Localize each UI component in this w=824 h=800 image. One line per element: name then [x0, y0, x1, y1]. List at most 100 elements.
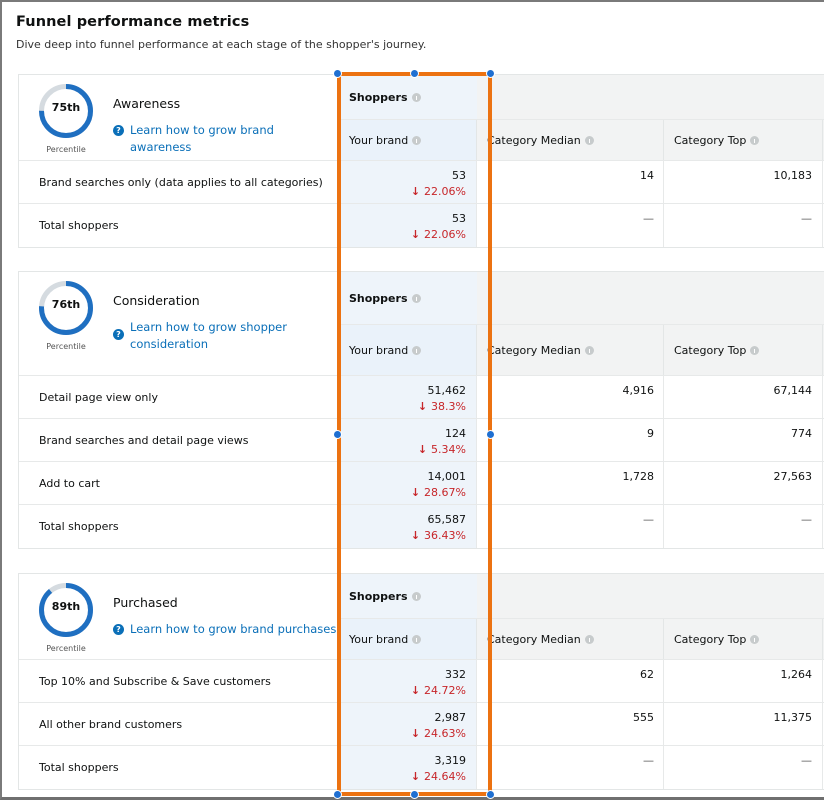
row-label: Brand searches and detail page views [39, 433, 249, 447]
resize-handle-top-left[interactable] [333, 69, 342, 78]
table-row: Brand searches and detail page views 124… [19, 419, 824, 462]
category-median-header[interactable]: Category Median [477, 120, 664, 160]
row-label: Add to cart [39, 476, 100, 490]
info-icon[interactable] [411, 293, 421, 303]
category-top-cell: — [664, 505, 823, 548]
category-top-header[interactable]: Category Top [664, 325, 823, 375]
info-icon[interactable] [584, 634, 594, 644]
info-icon[interactable] [750, 634, 760, 644]
resize-handle-left[interactable] [333, 430, 342, 439]
awareness-column-headers: Shoppers Your brand Category Median Cate… [337, 75, 824, 160]
info-icon[interactable] [584, 345, 594, 355]
table-row: All other brand customers 2,987 ↓ 24.63% 5… [19, 703, 824, 746]
consideration-section: 76th Percentile Consideration ? Learn ho… [18, 271, 824, 549]
down-arrow-icon: ↓ [410, 684, 421, 697]
percentile-ring-icon [39, 583, 93, 637]
info-icon[interactable] [412, 634, 422, 644]
resize-handle-top-right[interactable] [486, 69, 495, 78]
category-median-cell: 14 [477, 161, 664, 203]
awareness-section: 75th Percentile Awareness ? Learn how to… [18, 74, 824, 248]
change-down: ↓ 22.06% [410, 228, 466, 241]
percentile-ring-icon [39, 281, 93, 335]
your-brand-header[interactable]: Your brand [337, 619, 477, 659]
info-icon[interactable] [412, 135, 422, 145]
your-brand-cell: 51,462 ↓ 38.3% [337, 376, 477, 418]
category-median-header[interactable]: Category Median [477, 325, 664, 375]
table-row: Add to cart 14,001 ↓ 28.67% 1,728 27,563 [19, 462, 824, 505]
percentile-ring: 75th Percentile [38, 83, 94, 154]
percentile-ring-icon [39, 84, 93, 138]
learn-shopper-consideration-link[interactable]: ? Learn how to grow shopper consideration [113, 319, 287, 353]
your-brand-cell: 3,319 ↓ 24.64% [337, 746, 477, 789]
category-top-header[interactable]: Category Top [664, 120, 823, 160]
category-median-cell: 9 [477, 419, 664, 461]
purchased-summary: 89th Percentile Purchased ? Learn how to… [19, 574, 337, 659]
page-subtitle: Dive deep into funnel performance at eac… [16, 38, 427, 51]
category-top-cell: 10,183 [664, 161, 823, 203]
info-icon[interactable] [584, 135, 594, 145]
percentile-caption: Percentile [46, 145, 86, 154]
your-brand-cell: 53 ↓ 22.06% [337, 204, 477, 247]
percentile-ring: 89th Percentile [38, 582, 94, 653]
category-top-cell: — [664, 204, 823, 247]
down-arrow-icon: ↓ [410, 228, 421, 241]
category-median-cell: 555 [477, 703, 664, 745]
stage-name: Awareness [113, 96, 181, 111]
awareness-header: 75th Percentile Awareness ? Learn how to… [19, 75, 824, 161]
learn-link-text: Learn how to grow brand awareness [130, 123, 274, 154]
your-brand-cell: 332 ↓ 24.72% [337, 660, 477, 702]
resize-handle-right[interactable] [486, 430, 495, 439]
down-arrow-icon: ↓ [410, 727, 421, 740]
info-icon[interactable] [750, 135, 760, 145]
shoppers-group-header: Shoppers [337, 75, 824, 119]
stage-name: Purchased [113, 595, 178, 610]
resize-handle-bottom-right[interactable] [486, 790, 495, 799]
category-top-cell: 1,264 [664, 660, 823, 702]
percentile-ring: 76th Percentile [38, 280, 94, 351]
learn-link-text: Learn how to grow shopper consideration [130, 320, 287, 351]
your-brand-header[interactable]: Your brand [337, 120, 477, 160]
info-icon[interactable] [750, 345, 760, 355]
row-label: Top 10% and Subscribe & Save customers [39, 674, 271, 688]
category-top-header[interactable]: Category Top [664, 619, 823, 659]
row-label: Total shoppers [39, 219, 119, 232]
down-arrow-icon: ↓ [410, 185, 421, 198]
down-arrow-icon: ↓ [410, 486, 421, 499]
table-row: Total shoppers 65,587 ↓ 36.43% — — [19, 505, 824, 548]
change-down: ↓ 24.72% [410, 684, 466, 697]
your-brand-cell: 124 ↓ 5.34% [337, 419, 477, 461]
resize-handle-bottom-left[interactable] [333, 790, 342, 799]
change-down: ↓ 38.3% [417, 400, 466, 413]
change-down: ↓ 24.64% [410, 770, 466, 783]
category-median-cell: 4,916 [477, 376, 664, 418]
your-brand-cell: 53 ↓ 22.06% [337, 161, 477, 203]
info-icon[interactable] [411, 591, 421, 601]
your-brand-cell: 65,587 ↓ 36.43% [337, 505, 477, 548]
category-top-cell: 67,144 [664, 376, 823, 418]
category-median-cell: — [477, 746, 664, 789]
change-down: ↓ 24.63% [410, 727, 466, 740]
row-label: Brand searches only (data applies to all… [39, 175, 323, 189]
category-median-header[interactable]: Category Median [477, 619, 664, 659]
page-title: Funnel performance metrics [16, 14, 250, 30]
info-icon[interactable] [412, 345, 422, 355]
percentile-caption: Percentile [46, 644, 86, 653]
learn-brand-purchases-link[interactable]: ? Learn how to grow brand purchases [113, 621, 336, 638]
table-row: Total shoppers 53 ↓ 22.06% — — [19, 204, 824, 247]
percentile-value: 89th [51, 600, 81, 613]
consideration-header: 76th Percentile Consideration ? Learn ho… [19, 272, 824, 376]
consideration-column-headers: Shoppers Your brand Category Median Cate… [337, 272, 824, 375]
resize-handle-bottom[interactable] [410, 790, 419, 799]
down-arrow-icon: ↓ [417, 400, 428, 413]
category-median-cell: — [477, 505, 664, 548]
percentile-caption: Percentile [46, 342, 86, 351]
shoppers-group-header: Shoppers [337, 574, 824, 618]
stage-name: Consideration [113, 293, 200, 308]
table-row: Brand searches only (data applies to all… [19, 161, 824, 204]
resize-handle-top[interactable] [410, 69, 419, 78]
your-brand-header[interactable]: Your brand [337, 325, 477, 375]
change-down: ↓ 36.43% [410, 529, 466, 542]
learn-brand-awareness-link[interactable]: ? Learn how to grow brand awareness [113, 122, 337, 156]
help-icon: ? [113, 624, 124, 635]
info-icon[interactable] [411, 92, 421, 102]
